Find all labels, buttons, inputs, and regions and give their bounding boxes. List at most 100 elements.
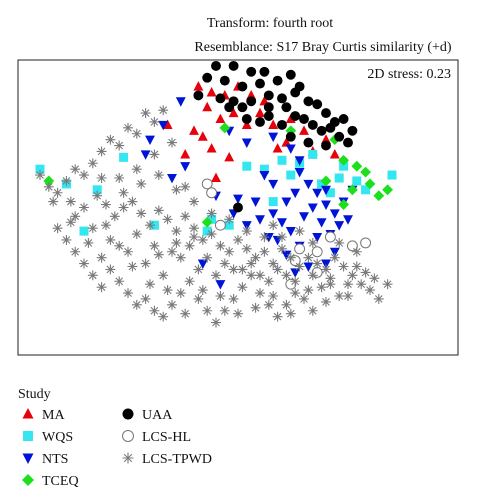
- series-tceq: [43, 122, 393, 228]
- lcs-tpwd-point-12: [52, 187, 63, 198]
- lcs-tpwd-point-134: [250, 302, 261, 313]
- wqs-point-19: [361, 185, 371, 195]
- lcs-tpwd-point-2: [140, 108, 151, 119]
- nts-point-4: [285, 144, 296, 154]
- lcs-tpwd-point-62: [158, 311, 169, 322]
- ma-point-11: [268, 119, 279, 129]
- lcs-tpwd-point-79: [307, 305, 318, 316]
- lcs-tpwd-point-4: [123, 122, 133, 133]
- uaa-point-13: [290, 87, 301, 98]
- tceq-point-10: [338, 199, 349, 210]
- legend-marker-uaa: [122, 408, 134, 420]
- lcs-tpwd-point-56: [105, 264, 116, 275]
- lcs-tpwd-point-61: [149, 305, 160, 316]
- uaa-point-16: [321, 108, 331, 119]
- lcs-tpwd-point-19: [109, 211, 120, 222]
- nts-point-33: [158, 120, 169, 131]
- legend-label-ma: MA: [42, 408, 65, 423]
- lcs-tpwd-point-59: [131, 299, 142, 310]
- nts-point-21: [285, 227, 296, 237]
- series-uaa: [193, 60, 358, 213]
- uaa-point-31: [347, 125, 358, 136]
- wqs-point-7: [224, 220, 234, 230]
- lcs-tpwd-point-39: [285, 252, 296, 263]
- nts-point-31: [312, 232, 323, 243]
- ma-point-10: [255, 107, 265, 118]
- lcs-tpwd-point-8: [87, 158, 98, 169]
- tceq-point-3: [338, 154, 349, 166]
- lcs-tpwd-point-31: [215, 240, 226, 251]
- lcs-tpwd-point-100: [96, 252, 107, 263]
- nts-point-17: [290, 188, 301, 199]
- legend-marker-nts: [22, 453, 34, 464]
- tceq-point-4: [351, 160, 363, 172]
- ma-point-22: [189, 125, 199, 135]
- lcs-tpwd-point-69: [219, 305, 230, 316]
- lcs-tpwd-point-127: [127, 261, 138, 272]
- uaa-point-18: [338, 114, 349, 124]
- tceq-point-11: [320, 175, 332, 187]
- nts-point-20: [277, 218, 287, 228]
- ma-point-18: [329, 149, 340, 159]
- lcs-tpwd-point-9: [79, 170, 89, 180]
- legend-marker-lcs-tpwd: [122, 452, 134, 464]
- lcs-tpwd-point-23: [145, 220, 155, 231]
- lcs-tpwd-point-52: [70, 246, 81, 257]
- lcs-tpwd-point-92: [158, 270, 169, 281]
- lcs-tpwd-point-126: [48, 196, 59, 207]
- uaa-point-10: [255, 78, 265, 89]
- lcs-hl-point-7: [346, 240, 358, 252]
- uaa-point-29: [334, 131, 345, 142]
- lcs-tpwd-point-91: [140, 258, 151, 269]
- lcs-tpwd-point-148: [83, 237, 94, 248]
- lcs-tpwd-point-72: [246, 270, 257, 281]
- nts-point-7: [312, 188, 323, 199]
- wqs-point-2: [79, 226, 89, 236]
- lcs-tpwd-point-6: [105, 134, 116, 145]
- uaa-point-5: [285, 69, 296, 80]
- ma-point-6: [202, 101, 213, 112]
- lcs-tpwd-point-153: [307, 237, 318, 248]
- lcs-tpwd-point-101: [114, 240, 125, 251]
- lcs-tpwd-point-93: [175, 252, 186, 263]
- lcs-tpwd-point-129: [162, 285, 173, 296]
- lcs-tpwd-point-123: [171, 184, 182, 195]
- lcs-tpwd-point-95: [211, 270, 221, 281]
- lcs-tpwd-point-138: [321, 296, 331, 307]
- uaa-point-36: [193, 90, 204, 101]
- lcs-tpwd-point-97: [246, 258, 257, 269]
- ma-point-20: [211, 172, 221, 183]
- uaa-point-20: [237, 102, 248, 113]
- lcs-tpwd-point-155: [277, 232, 287, 242]
- nts-point-27: [303, 262, 314, 272]
- nts-point-30: [290, 268, 301, 278]
- nts-point-29: [329, 247, 340, 258]
- uaa-point-33: [255, 117, 265, 127]
- uaa-point-38: [277, 119, 287, 130]
- ma-point-25: [197, 131, 208, 141]
- lcs-tpwd-point-37: [268, 258, 279, 269]
- wqs-point-22: [268, 197, 278, 207]
- nts-point-23: [259, 171, 270, 181]
- lcs-tpwd-point-81: [325, 273, 336, 284]
- tceq-point-8: [382, 184, 393, 196]
- lcs-tpwd-point-104: [167, 246, 177, 257]
- lcs-tpwd-point-147: [65, 217, 76, 228]
- lcs-tpwd-point-113: [325, 279, 336, 290]
- uaa-point-39: [285, 131, 296, 142]
- uaa-point-32: [241, 114, 252, 124]
- wqs-point-0: [35, 164, 45, 174]
- nts-point-44: [233, 194, 243, 205]
- nts-point-19: [268, 209, 279, 219]
- lcs-tpwd-point-109: [255, 270, 265, 281]
- nts-point-9: [329, 209, 340, 219]
- lcs-tpwd-point-15: [65, 196, 76, 207]
- lcs-tpwd-point-10: [70, 164, 81, 175]
- lcs-tpwd-point-36: [259, 246, 270, 257]
- nts-point-25: [281, 250, 292, 261]
- lcs-tpwd-point-116: [167, 137, 177, 148]
- ma-point-13: [299, 125, 309, 135]
- lcs-tpwd-point-146: [153, 249, 164, 260]
- wqs-point-14: [317, 179, 327, 189]
